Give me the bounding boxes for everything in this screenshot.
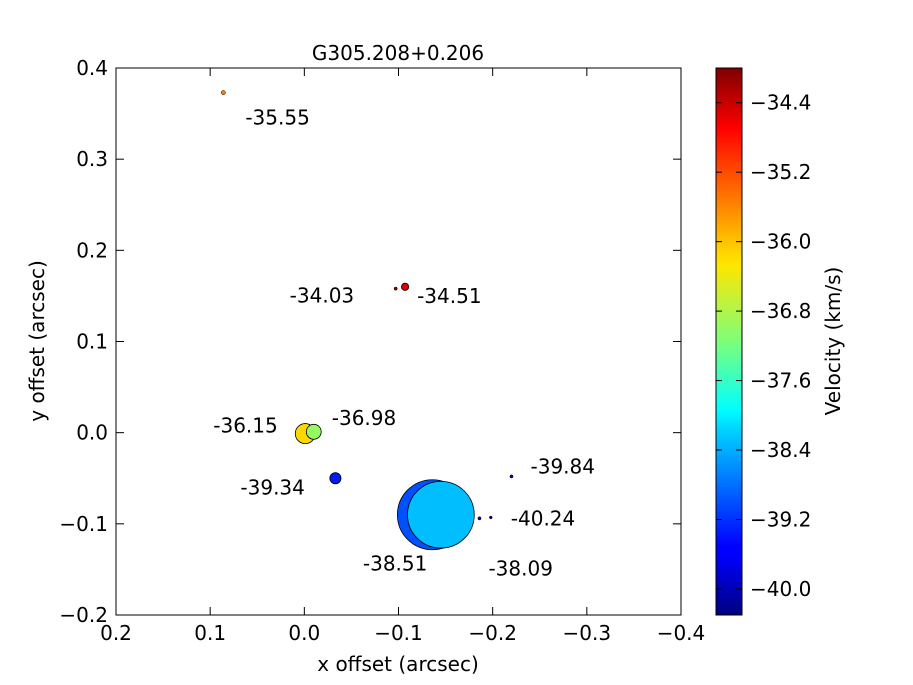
colorbar-tick-label: −40.0 bbox=[750, 577, 811, 601]
x-tick-label: 0.0 bbox=[288, 621, 320, 645]
x-axis-ticks: 0.2 0.1 0.0 −0.1 −0.2 −0.3 −0.4 bbox=[100, 68, 705, 645]
scatter-point bbox=[393, 286, 398, 291]
scatter-point bbox=[305, 423, 322, 440]
colorbar: −34.4 −35.2 −36.0 −36.8 −37.6 −38.4 −39.2 −40.0 bbox=[715, 67, 811, 616]
chart-title: G305.208+0.206 bbox=[312, 41, 484, 65]
colorbar-ticks: −34.4 −35.2 −36.0 −36.8 −37.6 −38.4 −39.2 −40.0 bbox=[716, 91, 811, 601]
plot-area: 0.2 0.1 0.0 −0.1 −0.2 −0.3 −0.4 −0.2 −0.1 0.0 0.1… bbox=[59, 56, 705, 645]
point-label: -36.15 bbox=[213, 414, 277, 438]
point-label: -34.51 bbox=[417, 284, 481, 308]
scatter-point bbox=[220, 90, 226, 95]
plot-frame bbox=[115, 67, 682, 616]
y-tick-label: 0.2 bbox=[76, 238, 108, 262]
point-label: -40.24 bbox=[511, 506, 575, 530]
colorbar-tick-label: −39.2 bbox=[750, 507, 811, 531]
y-tick-label: 0.3 bbox=[76, 147, 108, 171]
colorbar-gradient bbox=[715, 67, 743, 616]
scatter-point bbox=[407, 480, 475, 549]
y-axis-ticks: −0.2 −0.1 0.0 0.1 0.2 0.3 0.4 bbox=[59, 56, 681, 627]
colorbar-tick-label: −35.2 bbox=[750, 160, 811, 184]
point-label: -38.51 bbox=[363, 552, 427, 576]
point-labels: -35.55 -34.03 -34.51 -36.15 -36.98 -39.34 -38.… bbox=[213, 106, 595, 581]
scatter-point bbox=[477, 516, 482, 521]
point-label: -36.98 bbox=[332, 406, 396, 430]
colorbar-tick-label: −34.4 bbox=[750, 91, 811, 115]
point-label: -35.55 bbox=[245, 106, 309, 130]
point-label: -39.34 bbox=[240, 475, 304, 499]
x-tick-label: −0.3 bbox=[563, 621, 612, 645]
scatter-points bbox=[220, 90, 514, 551]
x-tick-label: −0.4 bbox=[657, 621, 706, 645]
scatter-point bbox=[329, 472, 342, 485]
x-tick-label: 0.2 bbox=[100, 621, 132, 645]
colorbar-tick-label: −37.6 bbox=[750, 369, 811, 393]
point-label: -34.03 bbox=[290, 284, 354, 308]
scatter-point bbox=[509, 474, 514, 479]
x-tick-label: 0.1 bbox=[194, 621, 226, 645]
point-label: -38.09 bbox=[488, 556, 552, 580]
x-tick-label: −0.1 bbox=[374, 621, 423, 645]
y-tick-label: 0.0 bbox=[76, 421, 108, 445]
y-tick-label: −0.1 bbox=[59, 512, 108, 536]
colorbar-label: Velocity (km/s) bbox=[821, 267, 845, 416]
colorbar-tick-label: −36.8 bbox=[750, 299, 811, 323]
colorbar-tick-label: −36.0 bbox=[750, 230, 811, 254]
x-axis-label: x offset (arcsec) bbox=[317, 652, 479, 676]
y-tick-label: 0.4 bbox=[76, 56, 108, 80]
scatter-point bbox=[489, 515, 493, 520]
y-tick-label: −0.2 bbox=[59, 603, 108, 627]
y-axis-label: y offset (arcsec) bbox=[25, 260, 49, 422]
x-tick-label: −0.2 bbox=[468, 621, 517, 645]
colorbar-tick-label: −38.4 bbox=[750, 438, 811, 462]
point-label: -39.84 bbox=[531, 454, 595, 478]
scatter-point bbox=[401, 282, 410, 291]
y-tick-label: 0.1 bbox=[76, 330, 108, 354]
